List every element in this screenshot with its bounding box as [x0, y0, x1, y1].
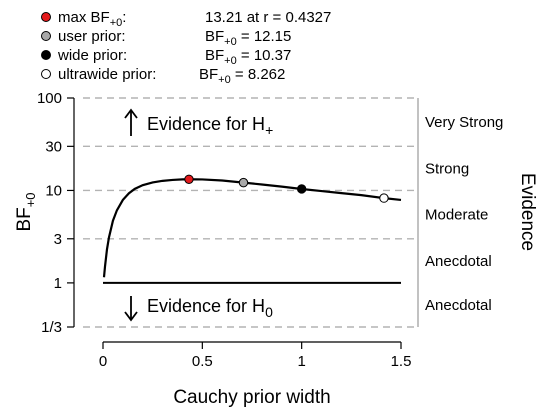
y-tick-label: 1/3	[41, 319, 62, 336]
y-tick-label: 3	[54, 231, 62, 248]
axes: 1/3 1 3 10 30 100 0 0.5 1 1.5	[37, 90, 419, 370]
x-tick-label: 1.5	[391, 353, 412, 370]
y-tick-label: 1	[54, 275, 62, 292]
legend-label-main: user prior:	[58, 28, 126, 45]
annotation-sub: +	[265, 122, 273, 138]
right-axis-title: Evidence	[517, 173, 538, 251]
point-wide	[296, 184, 307, 194]
legend-value-tail: = 12.15	[237, 28, 292, 45]
bf-curve-line	[102, 178, 402, 278]
legend-label: user prior:	[58, 28, 126, 45]
legend-label-tail: :	[122, 9, 126, 26]
y-axis-title-sub: +0	[23, 192, 38, 207]
y-axis-title-main: BF	[14, 207, 35, 231]
legend-label: wide prior:	[57, 47, 127, 64]
evidence-category-label: Anecdotal	[425, 297, 492, 314]
legend-value: BF+0 = 12.15	[205, 28, 291, 48]
y-tick-label: 10	[45, 182, 62, 199]
legend-value: 13.21 at r = 0.4327	[205, 9, 331, 26]
legend-value: BF+0 = 10.37	[205, 47, 291, 67]
arrow-down-icon	[124, 311, 138, 322]
annotation-evidence-h-zero: Evidence for H0	[147, 296, 273, 320]
legend-label-main: ultrawide prior:	[58, 66, 156, 83]
x-tick-label: 0.5	[192, 353, 213, 370]
legend-label-sub: +0	[110, 17, 123, 29]
legend-marker	[41, 31, 51, 41]
legend-value-sub: +0	[224, 36, 237, 48]
point-max	[184, 174, 194, 184]
evidence-category-label: Anecdotal	[425, 253, 492, 270]
legend-value-sub: +0	[224, 55, 237, 67]
annotation-sub: 0	[265, 304, 273, 320]
evidence-category-label: Strong	[425, 160, 469, 177]
x-axis-title: Cauchy prior width	[173, 387, 330, 408]
y-tick-label: 30	[45, 138, 62, 155]
legend-marker	[41, 69, 51, 79]
points-layer	[184, 174, 389, 203]
annotation-text: Evidence for H	[147, 114, 265, 134]
legend-value-main: BF	[205, 28, 224, 45]
legend-value-sub: +0	[218, 74, 231, 86]
legend-marker	[41, 12, 51, 22]
arrow-up-icon	[124, 108, 138, 119]
x-tick-label: 1	[297, 353, 305, 370]
evidence-category-label: Very Strong	[425, 114, 503, 131]
legend-value-main: 13.21 at r = 0.4327	[205, 9, 331, 26]
legend-label: ultrawide prior:	[58, 66, 156, 83]
gridlines	[83, 97, 418, 328]
y-axis-title: BF+0	[14, 192, 38, 231]
evidence-category-label: Moderate	[425, 207, 488, 224]
point-user	[238, 177, 249, 188]
legend-marker	[41, 50, 51, 60]
point-ultrawide	[379, 193, 389, 203]
legend-label-main: max BF	[58, 9, 110, 26]
legend-value-tail: = 8.262	[231, 66, 286, 83]
annotation-text: Evidence for H	[147, 296, 265, 316]
legend-label-main: wide prior:	[57, 47, 127, 64]
legend-value-main: BF	[199, 66, 218, 83]
x-tick-label: 0	[99, 353, 107, 370]
annotation-evidence-h-plus: Evidence for H+	[147, 114, 273, 138]
legend-label: max BF+0:	[58, 9, 126, 29]
legend-value-tail: = 10.37	[237, 47, 292, 64]
legend-value-main: BF	[205, 47, 224, 64]
series-layer	[102, 178, 402, 278]
legend-value: BF+0 = 8.262	[199, 66, 285, 86]
y-tick-label: 100	[37, 90, 62, 107]
